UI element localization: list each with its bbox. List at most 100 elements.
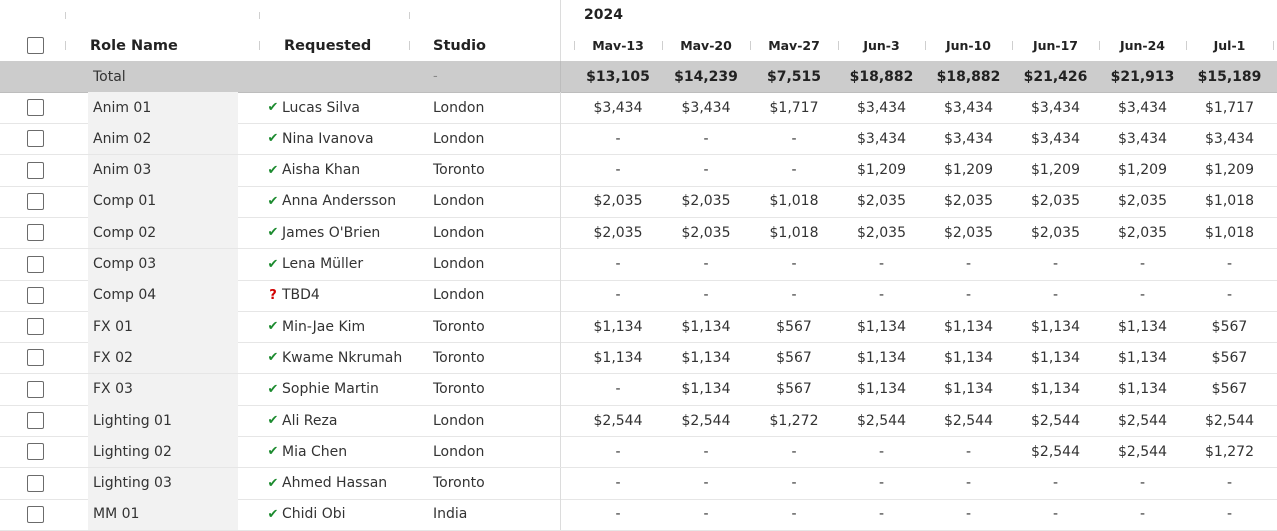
header-date[interactable]: Jun-3	[863, 38, 900, 53]
row-checkbox-cell[interactable]	[27, 342, 49, 373]
column-resize-handle[interactable]	[409, 12, 410, 19]
table-row[interactable]: Comp 03 ✔ Lena Müller London - - - - - - - -	[0, 248, 1277, 281]
row-checkbox[interactable]	[27, 474, 44, 492]
select-all-checkbox-cell[interactable]	[27, 30, 49, 61]
row-checkbox[interactable]	[27, 192, 44, 210]
header-date[interactable]: Jun-17	[1032, 38, 1079, 53]
column-resize-handle[interactable]	[1186, 41, 1187, 50]
row-checkbox-cell[interactable]	[27, 92, 49, 123]
cost-cell: -	[1226, 287, 1233, 304]
row-checkbox-cell[interactable]	[27, 123, 49, 154]
row-checkbox[interactable]	[27, 412, 44, 429]
row-checkbox[interactable]	[27, 505, 44, 523]
requested-cell[interactable]: ✔ Lena Müller	[266, 249, 431, 280]
header-date[interactable]: Jun-10	[945, 38, 992, 53]
table-row[interactable]: Comp 04 ? TBD4 London - - - - - - - -	[0, 279, 1277, 312]
column-resize-handle[interactable]	[65, 12, 66, 19]
column-resize-handle[interactable]	[838, 41, 839, 50]
cost-cell: $2,544	[1205, 412, 1254, 429]
header-studio[interactable]: Studio	[433, 37, 487, 54]
cost-cell: $1,134	[857, 318, 906, 335]
column-resize-handle[interactable]	[750, 41, 751, 50]
table-row[interactable]: Lighting 01 ✔ Ali Reza London $2,544 $2,5…	[0, 405, 1277, 437]
column-resize-handle[interactable]	[925, 41, 926, 50]
row-checkbox-cell[interactable]	[27, 468, 49, 499]
requested-cell[interactable]: ✔ Lucas Silva	[266, 92, 431, 123]
role-name: Comp 01	[88, 185, 238, 217]
column-resize-handle[interactable]	[1099, 41, 1100, 50]
row-checkbox-cell[interactable]	[27, 311, 49, 342]
cost-cell: -	[703, 130, 709, 147]
header-date[interactable]: Jul-1	[1213, 38, 1246, 53]
row-checkbox[interactable]	[27, 380, 44, 398]
row-checkbox-cell[interactable]	[27, 374, 49, 405]
cost-cell: $567	[776, 318, 812, 335]
cost-cell: $1,018	[1205, 224, 1254, 241]
cost-cell: -	[1052, 287, 1059, 304]
column-resize-handle[interactable]	[1012, 41, 1013, 50]
table-row[interactable]: Anim 03 ✔ Aisha Khan Toronto - - - $1,209 $1…	[0, 154, 1277, 187]
requested-cell[interactable]: ✔ James O'Brien	[266, 217, 431, 248]
header-date[interactable]: Jun-24	[1119, 38, 1166, 53]
requested-cell[interactable]: ✔ Nina Ivanova	[266, 123, 431, 154]
row-checkbox-cell[interactable]	[27, 405, 49, 436]
requested-cell[interactable]: ✔ Ahmed Hassan	[266, 468, 431, 499]
total-label: Total	[93, 68, 126, 85]
row-checkbox[interactable]	[27, 255, 44, 273]
requested-cell[interactable]: ✔ Ali Reza	[266, 405, 431, 436]
column-resize-handle[interactable]	[65, 41, 66, 50]
column-resize-handle[interactable]	[1273, 41, 1274, 50]
header-requested[interactable]: Requested	[284, 37, 372, 54]
role-name: Lighting 01	[88, 405, 238, 436]
cost-cell: -	[791, 162, 797, 179]
header-date[interactable]: Mav-13	[592, 38, 644, 53]
column-resize-handle[interactable]	[409, 41, 410, 50]
check-icon: ✔	[267, 162, 279, 178]
column-resize-handle[interactable]	[259, 12, 260, 19]
cost-cell: $1,717	[1205, 99, 1254, 116]
requested-cell[interactable]: ✔ Sophie Martin	[266, 374, 431, 405]
row-checkbox[interactable]	[27, 318, 44, 336]
table-row[interactable]: MM 01 ✔ Chidi Obi India - - - - - - - -	[0, 498, 1277, 531]
row-checkbox-cell[interactable]	[27, 217, 49, 248]
row-checkbox-cell[interactable]	[27, 436, 49, 467]
table-row[interactable]: Lighting 02 ✔ Mia Chen London - - - - - $2,54…	[0, 436, 1277, 469]
column-resize-handle[interactable]	[574, 41, 575, 50]
row-checkbox[interactable]	[27, 161, 44, 179]
requested-cell[interactable]: ✔ Aisha Khan	[266, 155, 431, 186]
row-checkbox[interactable]	[27, 349, 44, 367]
row-checkbox-cell[interactable]	[27, 280, 49, 311]
row-checkbox-cell[interactable]	[27, 499, 49, 530]
table-row[interactable]: Anim 02 ✔ Nina Ivanova London - - - $3,434 $…	[0, 123, 1277, 156]
row-checkbox-cell[interactable]	[27, 155, 49, 186]
row-checkbox[interactable]	[27, 443, 44, 461]
header-date[interactable]: Mav-20	[680, 38, 732, 53]
header-role-name[interactable]: Role Name	[90, 37, 178, 54]
header-date[interactable]: Mav-27	[768, 38, 820, 53]
requested-cell[interactable]: ✔ Mia Chen	[266, 436, 431, 467]
table-row[interactable]: FX 01 ✔ Min-Jae Kim Toronto $1,134 $1,134…	[0, 311, 1277, 344]
select-all-checkbox[interactable]	[27, 37, 44, 54]
row-checkbox[interactable]	[27, 286, 44, 304]
row-checkbox[interactable]	[27, 99, 44, 116]
requested-cell[interactable]: ✔ Kwame Nkrumah	[266, 342, 431, 373]
column-resize-handle[interactable]	[662, 41, 663, 50]
cost-cell: $2,035	[593, 224, 643, 241]
row-checkbox-cell[interactable]	[27, 249, 49, 280]
cost-cell: $3,434	[944, 130, 993, 147]
requested-cell[interactable]: ✔ Anna Andersson	[266, 186, 431, 217]
row-checkbox-cell[interactable]	[27, 186, 49, 217]
requested-cell[interactable]: ✔ Chidi Obi	[266, 499, 431, 530]
row-checkbox[interactable]	[27, 224, 44, 242]
requested-cell[interactable]: ? TBD4	[266, 280, 431, 311]
table-row[interactable]: Comp 01 ✔ Anna Andersson London $2,035 $2…	[0, 185, 1277, 218]
table-row[interactable]: Comp 02 ✔ James O'Brien London $2,035 $2,…	[0, 217, 1277, 250]
column-divider	[560, 154, 561, 186]
table-row[interactable]: FX 02 ✔ Kwame Nkrumah Toronto $1,134 $1,1…	[0, 342, 1277, 375]
row-checkbox[interactable]	[27, 130, 44, 148]
table-row[interactable]: Lighting 03 ✔ Ahmed Hassan Toronto - - - - -…	[0, 467, 1277, 500]
requested-cell[interactable]: ✔ Min-Jae Kim	[266, 311, 431, 342]
column-resize-handle[interactable]	[259, 41, 260, 50]
table-row[interactable]: FX 03 ✔ Sophie Martin Toronto - $1,134 $56…	[0, 373, 1277, 406]
table-row[interactable]: Anim 01 ✔ Lucas Silva London $3,434 $3,43…	[0, 92, 1277, 124]
